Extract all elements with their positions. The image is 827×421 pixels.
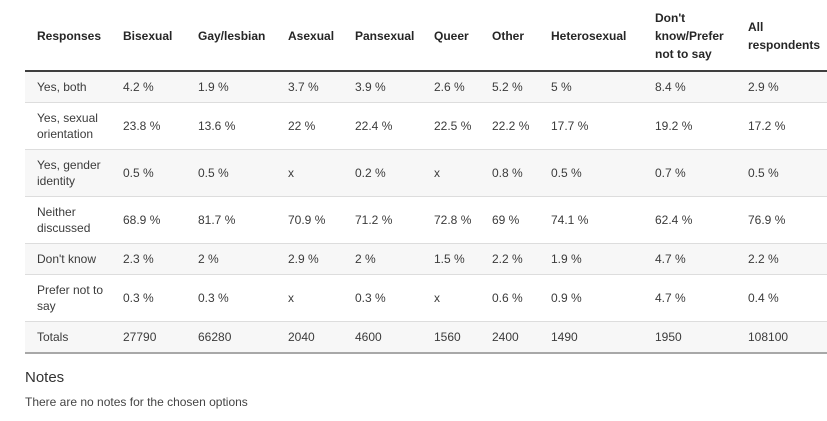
row-label: Totals (25, 321, 111, 354)
data-cell: 22.5 % (422, 102, 480, 150)
table-row: Prefer not to say 0.3 % 0.3 % x 0.3 % x 0.6 % 0… (25, 274, 827, 322)
data-cell: 1490 (539, 321, 643, 354)
notes-body-text: There are no notes for the chosen option… (25, 395, 248, 409)
data-cell: 4.7 % (643, 243, 736, 275)
data-cell: 0.5 % (186, 149, 276, 197)
header-row: Responses Bisexual Gay/lesbian Asexual Panse… (25, 0, 827, 72)
crosstab-table: Responses Bisexual Gay/lesbian Asexual Panse… (25, 0, 827, 354)
row-label: Prefer not to say (25, 274, 111, 322)
data-cell: 4.2 % (111, 71, 186, 103)
data-cell: 2 % (186, 243, 276, 275)
data-cell: 22 % (276, 102, 343, 150)
data-cell: 0.4 % (736, 274, 827, 322)
table-row: Yes, gender identity 0.5 % 0.5 % x 0.2 % x 0.8… (25, 149, 827, 197)
data-cell: 0.8 % (480, 149, 539, 197)
column-header: Heterosexual (539, 0, 643, 72)
row-label: Yes, sexual orientation (25, 102, 111, 150)
column-header: Gay/lesbian (186, 0, 276, 72)
data-cell: 0.5 % (736, 149, 827, 197)
data-cell: 27790 (111, 321, 186, 354)
data-cell: 1950 (643, 321, 736, 354)
data-cell: 2.6 % (422, 71, 480, 103)
data-cell: 76.9 % (736, 196, 827, 244)
column-header-responses: Responses (25, 0, 111, 72)
data-cell: 0.6 % (480, 274, 539, 322)
notes-heading: Notes (25, 369, 65, 386)
data-cell: 71.2 % (343, 196, 422, 244)
row-label: Yes, gender identity (25, 149, 111, 197)
data-cell: 68.9 % (111, 196, 186, 244)
results-page: Responses Bisexual Gay/lesbian Asexual Panse… (25, 0, 827, 409)
data-cell: 70.9 % (276, 196, 343, 244)
data-cell: 0.3 % (343, 274, 422, 322)
data-cell: x (422, 149, 480, 197)
table-row: Yes, sexual orientation 23.8 % 13.6 % 22 % 2… (25, 102, 827, 150)
data-cell: 108100 (736, 321, 827, 354)
column-header: Other (480, 0, 539, 72)
data-cell: 0.5 % (539, 149, 643, 197)
data-cell: 0.9 % (539, 274, 643, 322)
data-cell: 0.3 % (186, 274, 276, 322)
data-cell: 2400 (480, 321, 539, 354)
data-cell: 5 % (539, 71, 643, 103)
data-cell: x (276, 274, 343, 322)
row-label: Neither discussed (25, 196, 111, 244)
data-cell: 1560 (422, 321, 480, 354)
data-cell: 8.4 % (643, 71, 736, 103)
data-cell: 1.9 % (186, 71, 276, 103)
data-cell: 1.9 % (539, 243, 643, 275)
data-cell: 0.2 % (343, 149, 422, 197)
data-cell: 2040 (276, 321, 343, 354)
data-cell: 74.1 % (539, 196, 643, 244)
data-cell: 69 % (480, 196, 539, 244)
data-cell: 2 % (343, 243, 422, 275)
data-cell: 81.7 % (186, 196, 276, 244)
row-label: Don't know (25, 243, 111, 275)
data-cell: 5.2 % (480, 71, 539, 103)
data-cell: 2.2 % (480, 243, 539, 275)
row-label: Yes, both (25, 71, 111, 103)
data-cell: 17.7 % (539, 102, 643, 150)
data-cell: 3.7 % (276, 71, 343, 103)
data-cell: 62.4 % (643, 196, 736, 244)
data-cell: 2.9 % (736, 71, 827, 103)
data-cell: 66280 (186, 321, 276, 354)
column-header: Don't know/Prefer not to say (643, 0, 736, 72)
data-cell: 3.9 % (343, 71, 422, 103)
data-cell: 72.8 % (422, 196, 480, 244)
data-cell: 19.2 % (643, 102, 736, 150)
table-row: Neither discussed 68.9 % 81.7 % 70.9 % 71.2 … (25, 196, 827, 244)
data-cell: 22.2 % (480, 102, 539, 150)
data-cell: 22.4 % (343, 102, 422, 150)
data-cell: 4.7 % (643, 274, 736, 322)
notes-section: Notes There are no notes for the chosen … (25, 369, 827, 409)
data-cell: x (422, 274, 480, 322)
data-cell: 13.6 % (186, 102, 276, 150)
data-cell: 0.5 % (111, 149, 186, 197)
data-cell: 17.2 % (736, 102, 827, 150)
column-header: Asexual (276, 0, 343, 72)
data-cell: 1.5 % (422, 243, 480, 275)
column-header: Bisexual (111, 0, 186, 72)
data-cell: x (276, 149, 343, 197)
table-row: Totals 27790 66280 2040 4600 1560 2400 1490 1950… (25, 321, 827, 354)
data-cell: 2.9 % (276, 243, 343, 275)
table-row: Don't know 2.3 % 2 % 2.9 % 2 % 1.5 % 2.2 % 1.9 … (25, 243, 827, 275)
data-cell: 0.3 % (111, 274, 186, 322)
table-header: Responses Bisexual Gay/lesbian Asexual Panse… (25, 0, 827, 72)
column-header: Queer (422, 0, 480, 72)
data-cell: 0.7 % (643, 149, 736, 197)
data-cell: 2.2 % (736, 243, 827, 275)
table-body: Yes, both 4.2 % 1.9 % 3.7 % 3.9 % 2.6 % 5.2 % 5… (25, 71, 827, 354)
column-header: Pansexual (343, 0, 422, 72)
data-cell: 4600 (343, 321, 422, 354)
data-cell: 2.3 % (111, 243, 186, 275)
table-row: Yes, both 4.2 % 1.9 % 3.7 % 3.9 % 2.6 % 5.2 % 5… (25, 71, 827, 103)
data-cell: 23.8 % (111, 102, 186, 150)
column-header: All respondents (736, 0, 827, 72)
